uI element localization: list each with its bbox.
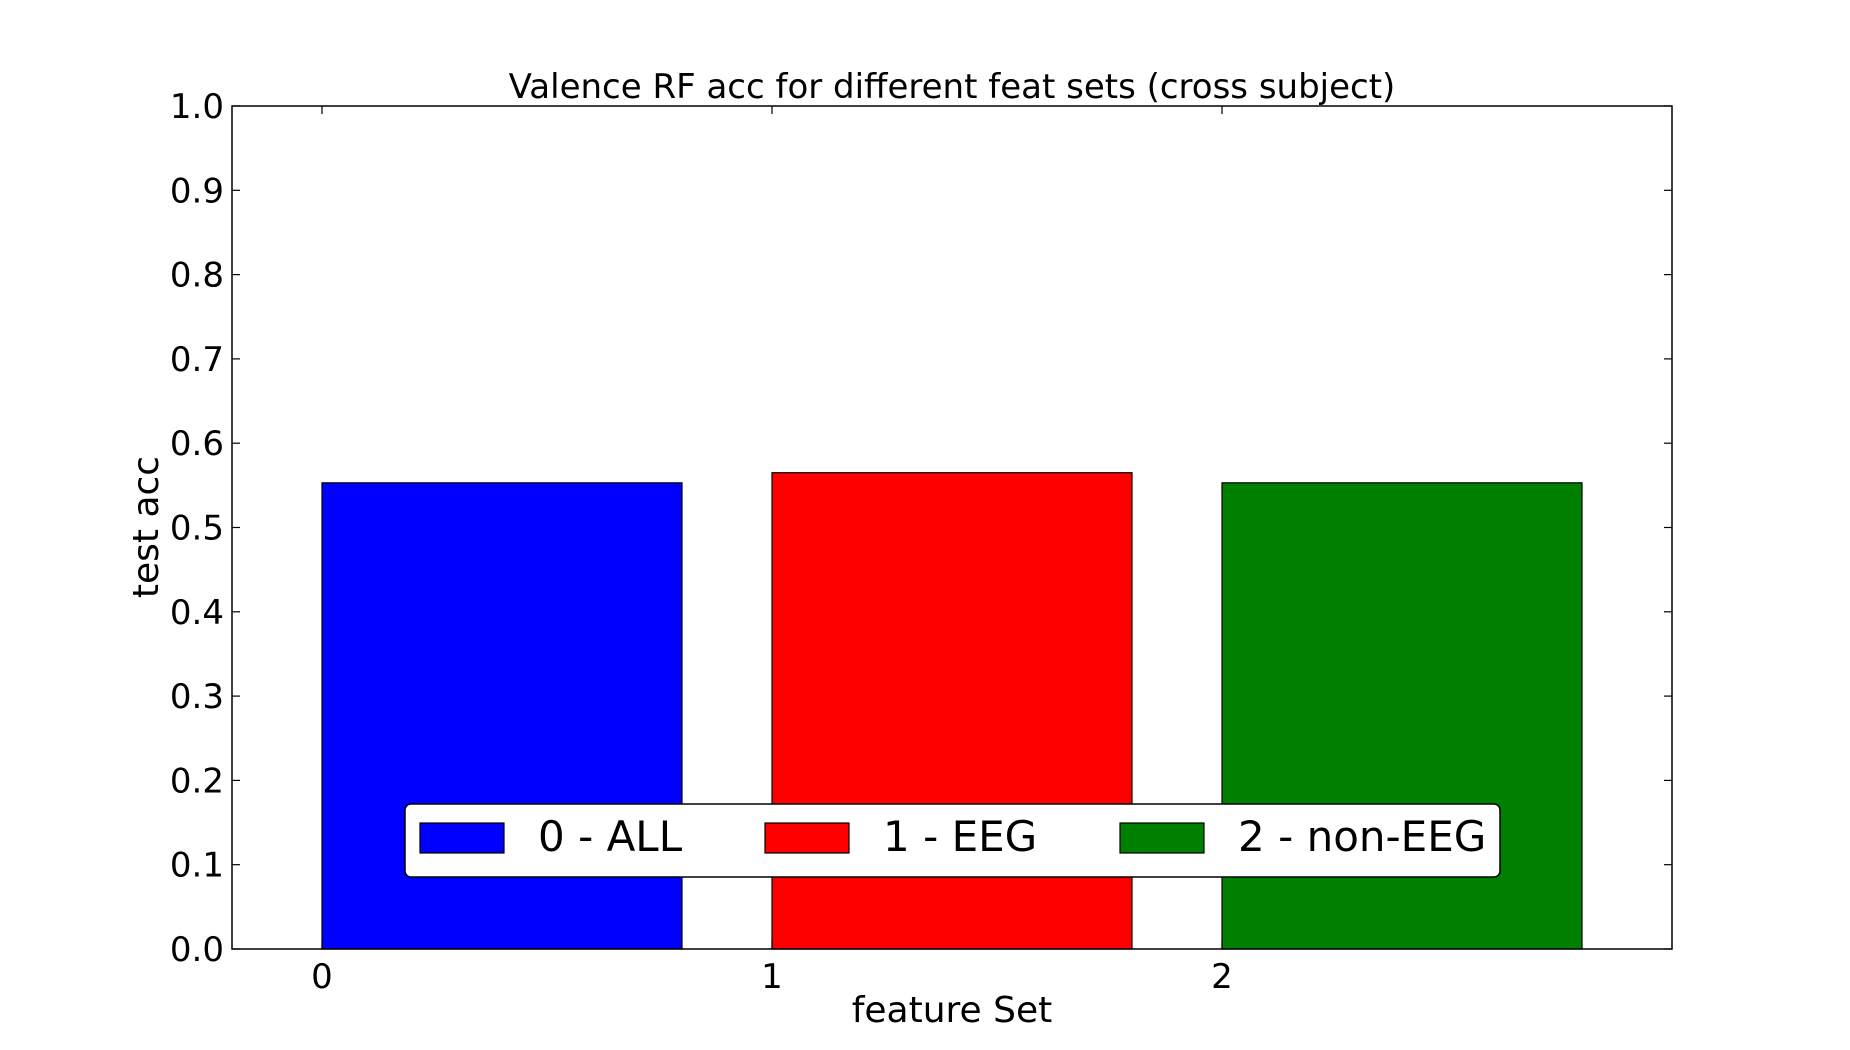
y-tick-label: 0.6 [170, 424, 224, 464]
y-tick-label: 0.4 [170, 593, 224, 633]
legend: 0 - ALL 1 - EEG 2 - non-EEG [404, 803, 1501, 878]
legend-entries: 0 - ALL 1 - EEG 2 - non-EEG [419, 812, 1486, 861]
bar-0 [321, 482, 683, 950]
y-tick-label: 0.1 [170, 846, 224, 886]
y-axis-label: test acc [126, 456, 167, 598]
legend-swatch [1119, 822, 1205, 854]
legend-swatch [419, 822, 505, 854]
y-tick-label: 0.2 [170, 761, 224, 801]
y-tick-label: 0.7 [170, 340, 224, 380]
y-tick-label: 1.0 [170, 87, 224, 127]
x-tick-label: 1 [761, 957, 783, 997]
x-tick-label: 2 [1211, 957, 1233, 997]
y-tick-label: 0.8 [170, 256, 224, 296]
y-tick-label: 0.0 [170, 930, 224, 970]
y-tick-label: 0.5 [170, 509, 224, 549]
y-axis-ticks: 0.0 0.1 0.2 0.3 0.4 0.5 0.6 0.7 0.8 0.9 1.0 [170, 87, 1672, 970]
legend-box [404, 803, 1501, 878]
x-tick-label: 0 [311, 957, 333, 997]
x-axis-label: feature Set [852, 990, 1053, 1031]
legend-swatch [764, 822, 850, 854]
bar-2 [1221, 482, 1583, 950]
y-tick-label: 0.9 [170, 171, 224, 211]
legend-label: 0 - ALL [538, 812, 683, 861]
x-axis-ticks: 0 1 2 [311, 106, 1233, 997]
y-tick-label: 0.3 [170, 677, 224, 717]
legend-label: 1 - EEG [883, 812, 1037, 861]
legend-label: 2 - non-EEG [1238, 812, 1486, 861]
chart-title: Valence RF acc for different feat sets (… [509, 67, 1396, 107]
